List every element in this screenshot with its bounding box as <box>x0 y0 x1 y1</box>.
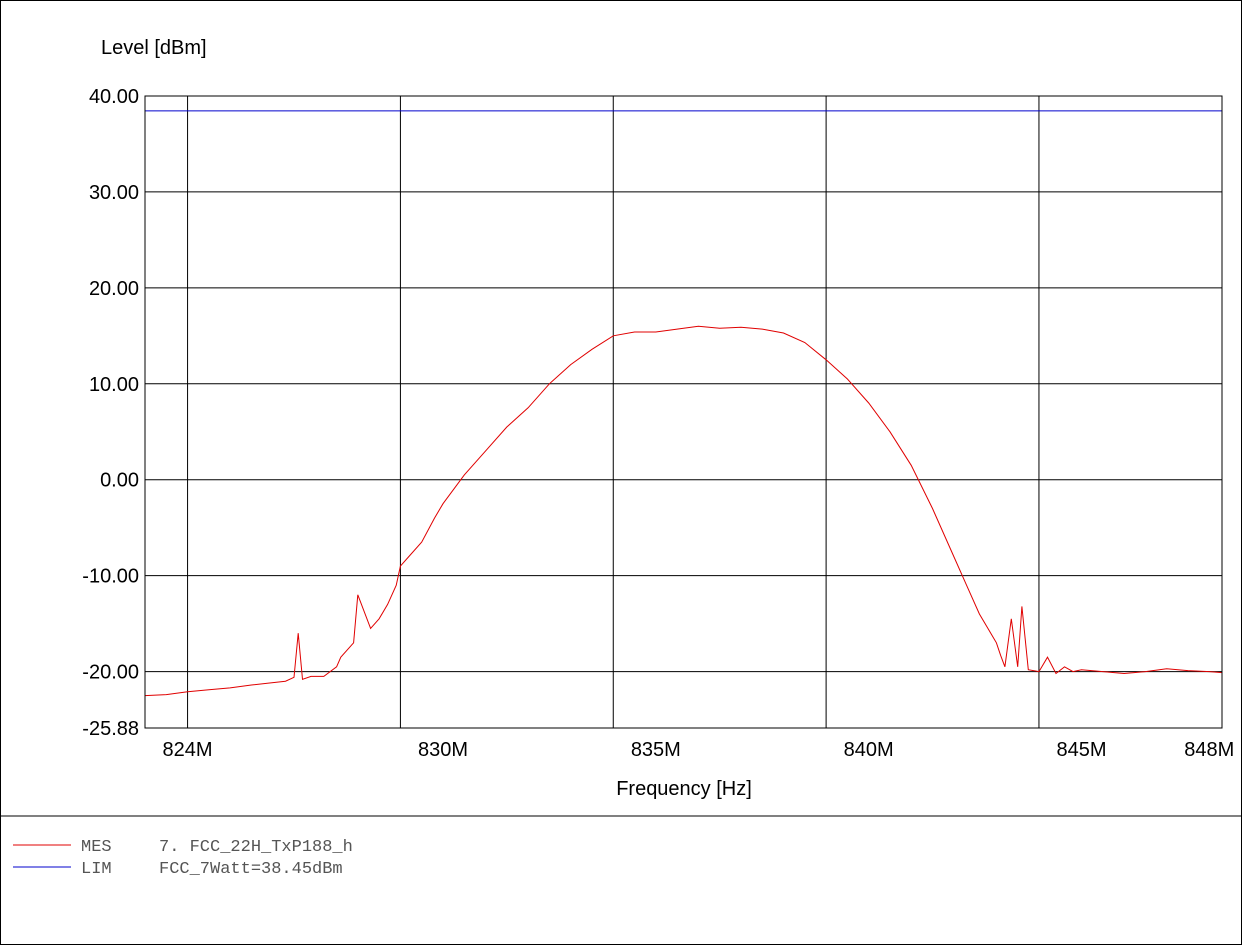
axis-layer: 40.00 30.00 20.00 10.00 0.00 -10.00 -20.00 -25.… <box>82 86 1234 761</box>
y-tick-label-4: 0.00 <box>100 470 139 492</box>
x-tick-label-1: 830M <box>418 739 468 761</box>
legend-label-lim: LIM <box>81 860 112 879</box>
legend-label-mes: MES <box>81 838 112 857</box>
legend-text-lim: FCC_7Watt=38.45dBm <box>159 860 343 879</box>
x-tick-label-5: 848M <box>1184 739 1234 761</box>
x-tick-label-3: 840M <box>844 739 894 761</box>
series-layer <box>144 110 1223 697</box>
plot-area-border <box>144 95 1223 729</box>
series-line-mes <box>144 325 1223 697</box>
legend-text-mes: 7. FCC_22H_TxP188_h <box>159 838 353 857</box>
y-axis-label: Level [dBm] <box>101 37 207 59</box>
y-tick-label-2: 20.00 <box>89 278 139 300</box>
x-tick-label-0: 824M <box>163 739 213 761</box>
y-tick-label-3: 10.00 <box>89 374 139 396</box>
y-tick-label-7: -25.88 <box>82 718 139 740</box>
y-tick-label-0: 40.00 <box>89 86 139 108</box>
grid-layer <box>145 96 1222 728</box>
x-tick-label-4: 845M <box>1057 739 1107 761</box>
x-axis-label: Frequency [Hz] <box>616 778 752 800</box>
y-tick-label-1: 30.00 <box>89 182 139 204</box>
x-tick-label-2: 835M <box>631 739 681 761</box>
legend: MES 7. FCC_22H_TxP188_h LIM FCC_7Watt=38… <box>13 838 353 879</box>
y-tick-label-5: -10.00 <box>82 566 139 588</box>
y-tick-label-6: -20.00 <box>82 662 139 684</box>
